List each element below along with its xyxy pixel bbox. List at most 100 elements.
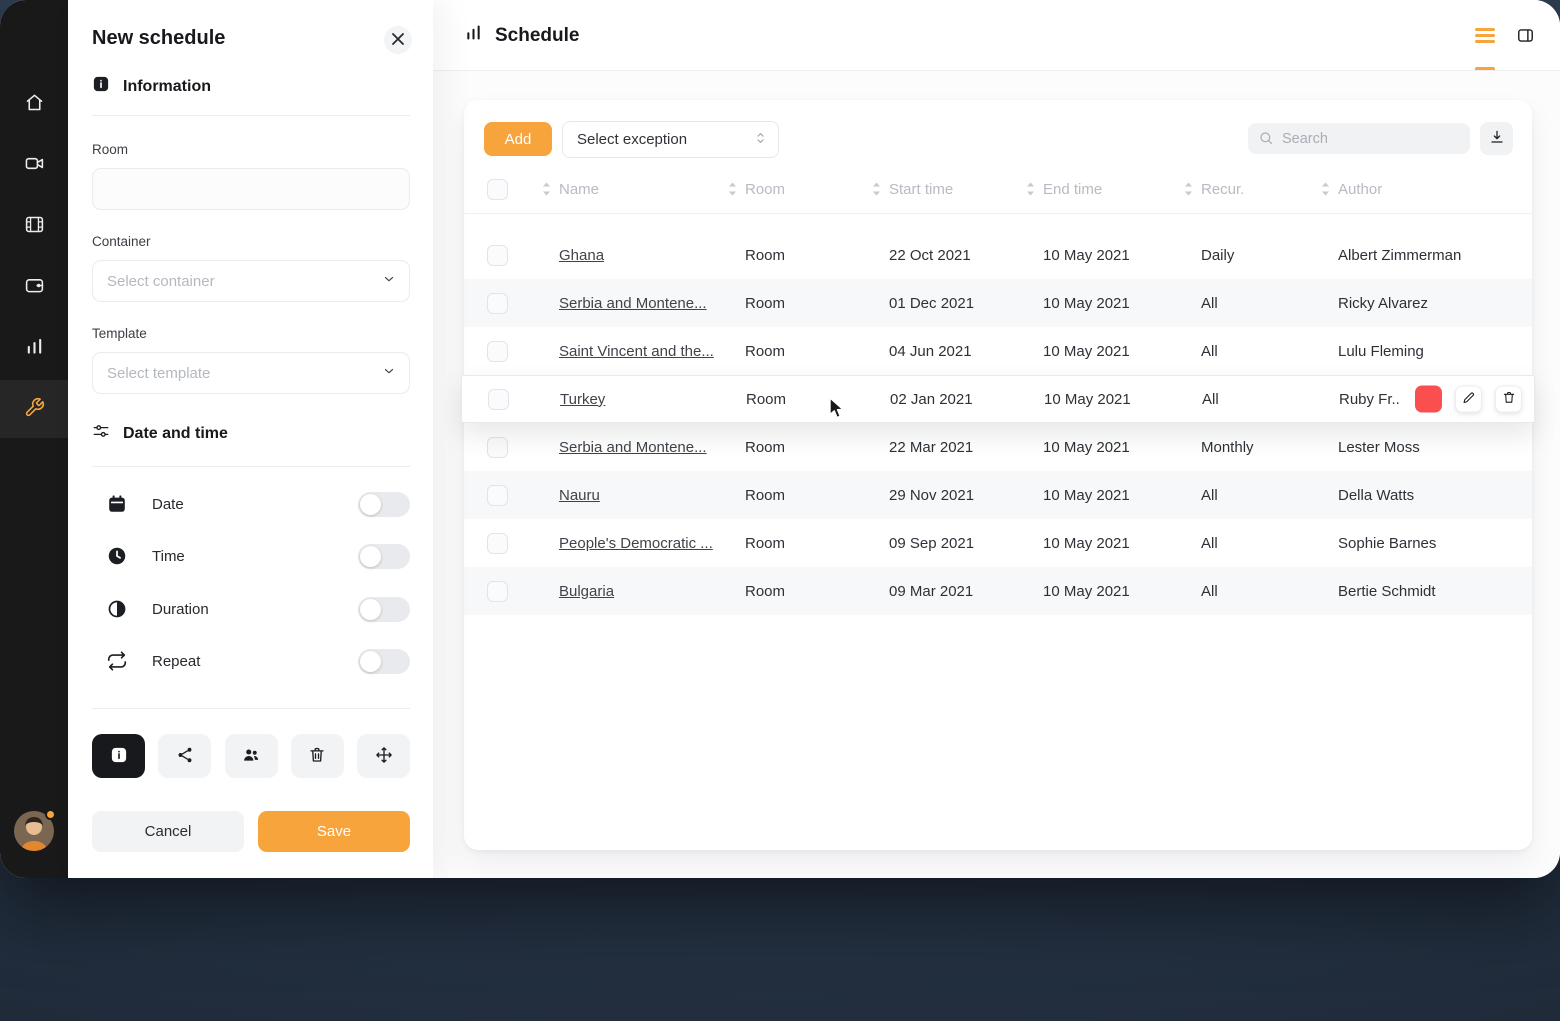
sort-icon: [872, 182, 881, 196]
toggle-label: Time: [152, 547, 185, 565]
search-input[interactable]: [1248, 123, 1470, 154]
row-checkbox[interactable]: [487, 532, 508, 554]
sort-icon: [1184, 182, 1193, 196]
cell-author: Ricky Alvarez: [1338, 294, 1429, 312]
time-toggle[interactable]: [358, 543, 410, 569]
main-header: Schedule: [433, 0, 1560, 71]
table-row[interactable]: Bulgaria Room 09 Mar 2021 10 May 2021 Al…: [464, 567, 1532, 615]
toggle-knob: [360, 545, 381, 567]
sidebar-item-tools[interactable]: [0, 380, 68, 438]
duration-toggle[interactable]: [358, 596, 410, 622]
sidebar-item-home[interactable]: [0, 82, 68, 126]
delete-tab-button[interactable]: [290, 734, 344, 778]
calendar-icon: [106, 493, 128, 515]
board-view-button[interactable]: [1515, 26, 1535, 45]
row-checkbox[interactable]: [487, 340, 508, 362]
schedule-name-link[interactable]: Nauru: [559, 486, 600, 504]
information-section-header: Information: [92, 75, 211, 98]
exception-select[interactable]: Select exception: [562, 121, 779, 158]
move-tab-button[interactable]: [357, 734, 410, 778]
row-checkbox[interactable]: [488, 388, 509, 410]
table-row[interactable]: Serbia and Montene... Room 01 Dec 2021 1…: [464, 279, 1532, 327]
cell-recurrence: All: [1202, 390, 1219, 408]
column-header-author[interactable]: Author: [1322, 181, 1532, 198]
bar-chart-icon: [24, 336, 45, 360]
schedule-name-link[interactable]: People's Democratic ...: [559, 534, 713, 552]
list-view-button[interactable]: [1475, 26, 1495, 45]
people-icon: [242, 746, 260, 767]
save-button[interactable]: Save: [258, 811, 410, 852]
sidebar-item-analytics[interactable]: [0, 326, 68, 370]
edit-button[interactable]: [1455, 385, 1482, 413]
cancel-button[interactable]: Cancel: [92, 811, 244, 852]
toggle-knob: [360, 598, 381, 620]
share-tab-button[interactable]: [158, 734, 212, 778]
column-header-start[interactable]: Start time: [873, 181, 1043, 198]
close-button[interactable]: [384, 26, 412, 54]
info-tab-button[interactable]: [92, 734, 145, 778]
toggle-row-time: Time: [92, 543, 410, 569]
table-row[interactable]: Ghana Room 22 Oct 2021 10 May 2021 Daily…: [464, 231, 1532, 279]
column-header-room[interactable]: Room: [729, 181, 889, 198]
divider: [464, 213, 1532, 214]
cell-room: Room: [746, 390, 787, 408]
hamburger-icon: [1475, 28, 1495, 31]
row-actions: [1415, 385, 1522, 413]
column-header-recur[interactable]: Recur.: [1185, 181, 1338, 198]
date-toggle[interactable]: [358, 491, 410, 517]
cell-room: Room: [745, 486, 786, 504]
active-view-indicator: [1475, 67, 1495, 70]
cell-start-time: 22 Oct 2021: [889, 246, 971, 264]
schedule-name-link[interactable]: Serbia and Montene...: [559, 294, 707, 312]
toggle-knob: [360, 493, 381, 515]
divider: [92, 115, 410, 116]
delete-button[interactable]: [1495, 385, 1522, 413]
download-button[interactable]: [1480, 122, 1513, 155]
members-tab-button[interactable]: [224, 734, 278, 778]
cell-end-time: 10 May 2021: [1043, 534, 1130, 552]
cell-author: Ruby Fr..: [1339, 390, 1400, 408]
schedule-name-link[interactable]: Ghana: [559, 246, 605, 264]
sidebar-item-streams[interactable]: [0, 143, 68, 187]
exception-select-value: Select exception: [577, 131, 688, 148]
schedule-name-link[interactable]: Turkey: [560, 390, 606, 408]
row-checkbox[interactable]: [487, 580, 508, 602]
sidebar-item-cards[interactable]: [0, 265, 68, 309]
user-avatar[interactable]: [14, 809, 56, 851]
column-header-name[interactable]: Name: [543, 181, 745, 198]
stop-button[interactable]: [1415, 385, 1442, 413]
cell-end-time: 10 May 2021: [1043, 582, 1130, 600]
schedule-table-card: Add Select exception Name Room Start tim…: [461, 100, 1535, 850]
add-button[interactable]: Add: [484, 122, 552, 156]
schedule-name-link[interactable]: Bulgaria: [559, 582, 615, 600]
cell-recurrence: All: [1201, 486, 1218, 504]
page-title-wrap: Schedule: [464, 0, 579, 71]
container-placeholder: Select container: [107, 272, 215, 290]
row-checkbox[interactable]: [487, 436, 508, 458]
select-all-checkbox[interactable]: [487, 178, 508, 200]
table-row[interactable]: People's Democratic ... Room 09 Sep 2021…: [464, 519, 1532, 567]
repeat-toggle[interactable]: [358, 648, 410, 674]
sidebar-item-media[interactable]: [0, 204, 68, 248]
cell-name: Serbia and Montene...: [559, 439, 745, 456]
cell-name: Ghana: [559, 247, 745, 264]
row-checkbox[interactable]: [487, 484, 508, 506]
row-checkbox[interactable]: [487, 244, 508, 266]
toggle-label: Date: [152, 495, 184, 513]
template-select[interactable]: Select template: [92, 352, 410, 394]
container-select[interactable]: Select container: [92, 260, 410, 302]
wrench-icon: [24, 397, 45, 421]
table-row[interactable]: Nauru Room 29 Nov 2021 10 May 2021 All D…: [464, 471, 1532, 519]
table-row[interactable]: Saint Vincent and the... Room 04 Jun 202…: [464, 327, 1532, 375]
schedule-name-link[interactable]: Saint Vincent and the...: [559, 342, 714, 360]
table-row[interactable]: Turkey Room 02 Jan 2021 10 May 2021 All …: [461, 375, 1535, 423]
schedule-name-link[interactable]: Serbia and Montene...: [559, 438, 707, 456]
room-input[interactable]: [92, 168, 410, 210]
cell-author: Lester Moss: [1338, 438, 1420, 456]
table-body: Ghana Room 22 Oct 2021 10 May 2021 Daily…: [461, 231, 1535, 615]
table-row[interactable]: Serbia and Montene... Room 22 Mar 2021 1…: [464, 423, 1532, 471]
row-checkbox[interactable]: [487, 292, 508, 314]
column-header-end[interactable]: End time: [1027, 181, 1201, 198]
table-header: Name Room Start time End time Recur. Aut…: [464, 170, 1532, 208]
nav-rail: [0, 0, 68, 878]
